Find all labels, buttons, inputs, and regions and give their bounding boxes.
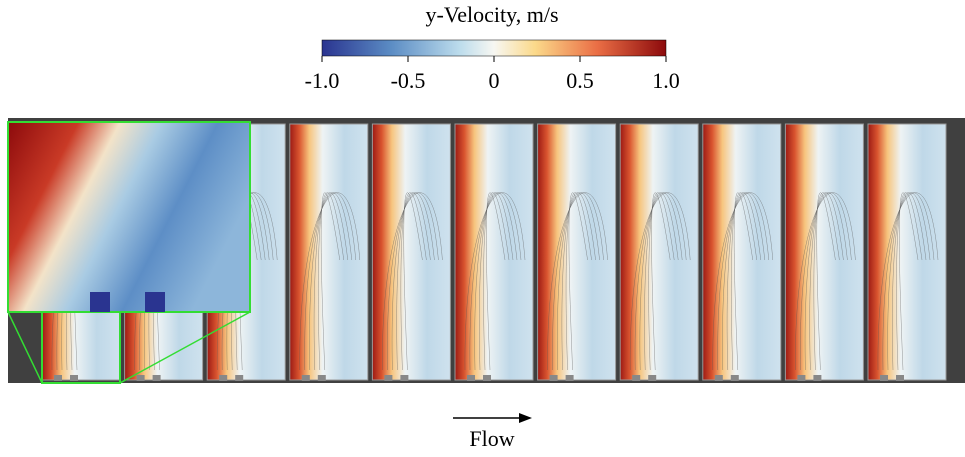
nozzle bbox=[632, 375, 641, 381]
streamline bbox=[629, 192, 691, 371]
cell bbox=[867, 123, 947, 381]
tick-label: -1.0 bbox=[305, 68, 340, 93]
streamline bbox=[400, 192, 427, 371]
nozzle bbox=[219, 375, 228, 381]
streamline bbox=[896, 192, 923, 371]
nozzle bbox=[235, 375, 244, 381]
nozzle bbox=[797, 375, 806, 381]
streamline bbox=[892, 192, 927, 371]
nozzle bbox=[400, 375, 409, 381]
colorbar bbox=[321, 39, 667, 57]
nozzle bbox=[648, 375, 657, 381]
streamline bbox=[795, 192, 856, 371]
streamline bbox=[552, 192, 604, 371]
colorbar-ticks: -1.0 -0.5 0 0.5 1.0 bbox=[305, 56, 680, 93]
tick-label: 0 bbox=[489, 68, 500, 93]
nozzle bbox=[714, 375, 723, 381]
nozzle bbox=[483, 375, 491, 381]
nozzle bbox=[813, 375, 822, 381]
nozzle bbox=[565, 375, 574, 381]
tick-label: -0.5 bbox=[391, 68, 426, 93]
streamline bbox=[547, 192, 608, 371]
streamline bbox=[403, 192, 423, 371]
inset-jet bbox=[90, 292, 110, 312]
flow-arrow-head bbox=[519, 413, 532, 423]
streamline bbox=[479, 192, 514, 371]
nozzle bbox=[549, 375, 558, 381]
cell bbox=[289, 123, 369, 381]
streamline bbox=[469, 192, 522, 371]
streamline bbox=[299, 192, 361, 371]
streamline bbox=[648, 192, 675, 371]
streamline bbox=[733, 192, 754, 371]
tick-label: 0.5 bbox=[566, 68, 594, 93]
nozzle bbox=[730, 375, 739, 381]
streamline bbox=[639, 192, 683, 371]
nozzle bbox=[152, 375, 161, 381]
streamline bbox=[899, 192, 919, 371]
colorbar-title: y-Velocity, m/s bbox=[426, 2, 559, 27]
nozzle bbox=[54, 375, 62, 381]
streamline bbox=[561, 192, 596, 371]
nozzle bbox=[317, 375, 326, 381]
nozzle bbox=[384, 375, 393, 381]
inset bbox=[7, 121, 251, 313]
nozzle bbox=[301, 375, 310, 381]
cell bbox=[371, 123, 451, 381]
streamline bbox=[804, 192, 848, 371]
streamline bbox=[557, 192, 600, 371]
cell bbox=[537, 123, 617, 381]
flow-label: Flow bbox=[469, 426, 514, 451]
streamline bbox=[717, 192, 770, 371]
streamline bbox=[651, 192, 671, 371]
streamline bbox=[313, 192, 349, 371]
streamline bbox=[387, 192, 439, 371]
streamline bbox=[483, 192, 510, 371]
streamline bbox=[309, 192, 353, 371]
nozzle bbox=[136, 375, 145, 381]
streamline bbox=[474, 192, 518, 371]
streamline bbox=[813, 192, 840, 371]
nozzle bbox=[880, 375, 888, 381]
nozzle bbox=[467, 375, 475, 381]
streamline bbox=[320, 192, 341, 371]
streamline bbox=[382, 192, 443, 371]
streamline bbox=[318, 192, 345, 371]
streamline bbox=[887, 192, 931, 371]
streamline bbox=[568, 192, 588, 371]
streamline bbox=[396, 192, 431, 371]
streamline bbox=[882, 192, 935, 371]
streamline bbox=[809, 192, 844, 371]
streamline bbox=[877, 192, 939, 371]
streamline bbox=[722, 192, 766, 371]
cell bbox=[619, 123, 699, 381]
streamline bbox=[391, 192, 435, 371]
streamline bbox=[731, 192, 758, 371]
streamline bbox=[486, 192, 506, 371]
streamline bbox=[712, 192, 774, 371]
nozzle bbox=[896, 375, 904, 381]
streamline bbox=[304, 192, 357, 371]
streamline bbox=[816, 192, 836, 371]
streamline bbox=[464, 192, 526, 371]
nozzle bbox=[70, 375, 78, 381]
cell bbox=[784, 123, 864, 381]
streamline bbox=[644, 192, 679, 371]
cell bbox=[702, 123, 782, 381]
inset-jet bbox=[145, 292, 165, 312]
streamline bbox=[800, 192, 852, 371]
streamline bbox=[634, 192, 687, 371]
cell bbox=[454, 123, 534, 381]
streamline bbox=[565, 192, 592, 371]
streamline bbox=[726, 192, 762, 371]
tick-label: 1.0 bbox=[652, 68, 680, 93]
